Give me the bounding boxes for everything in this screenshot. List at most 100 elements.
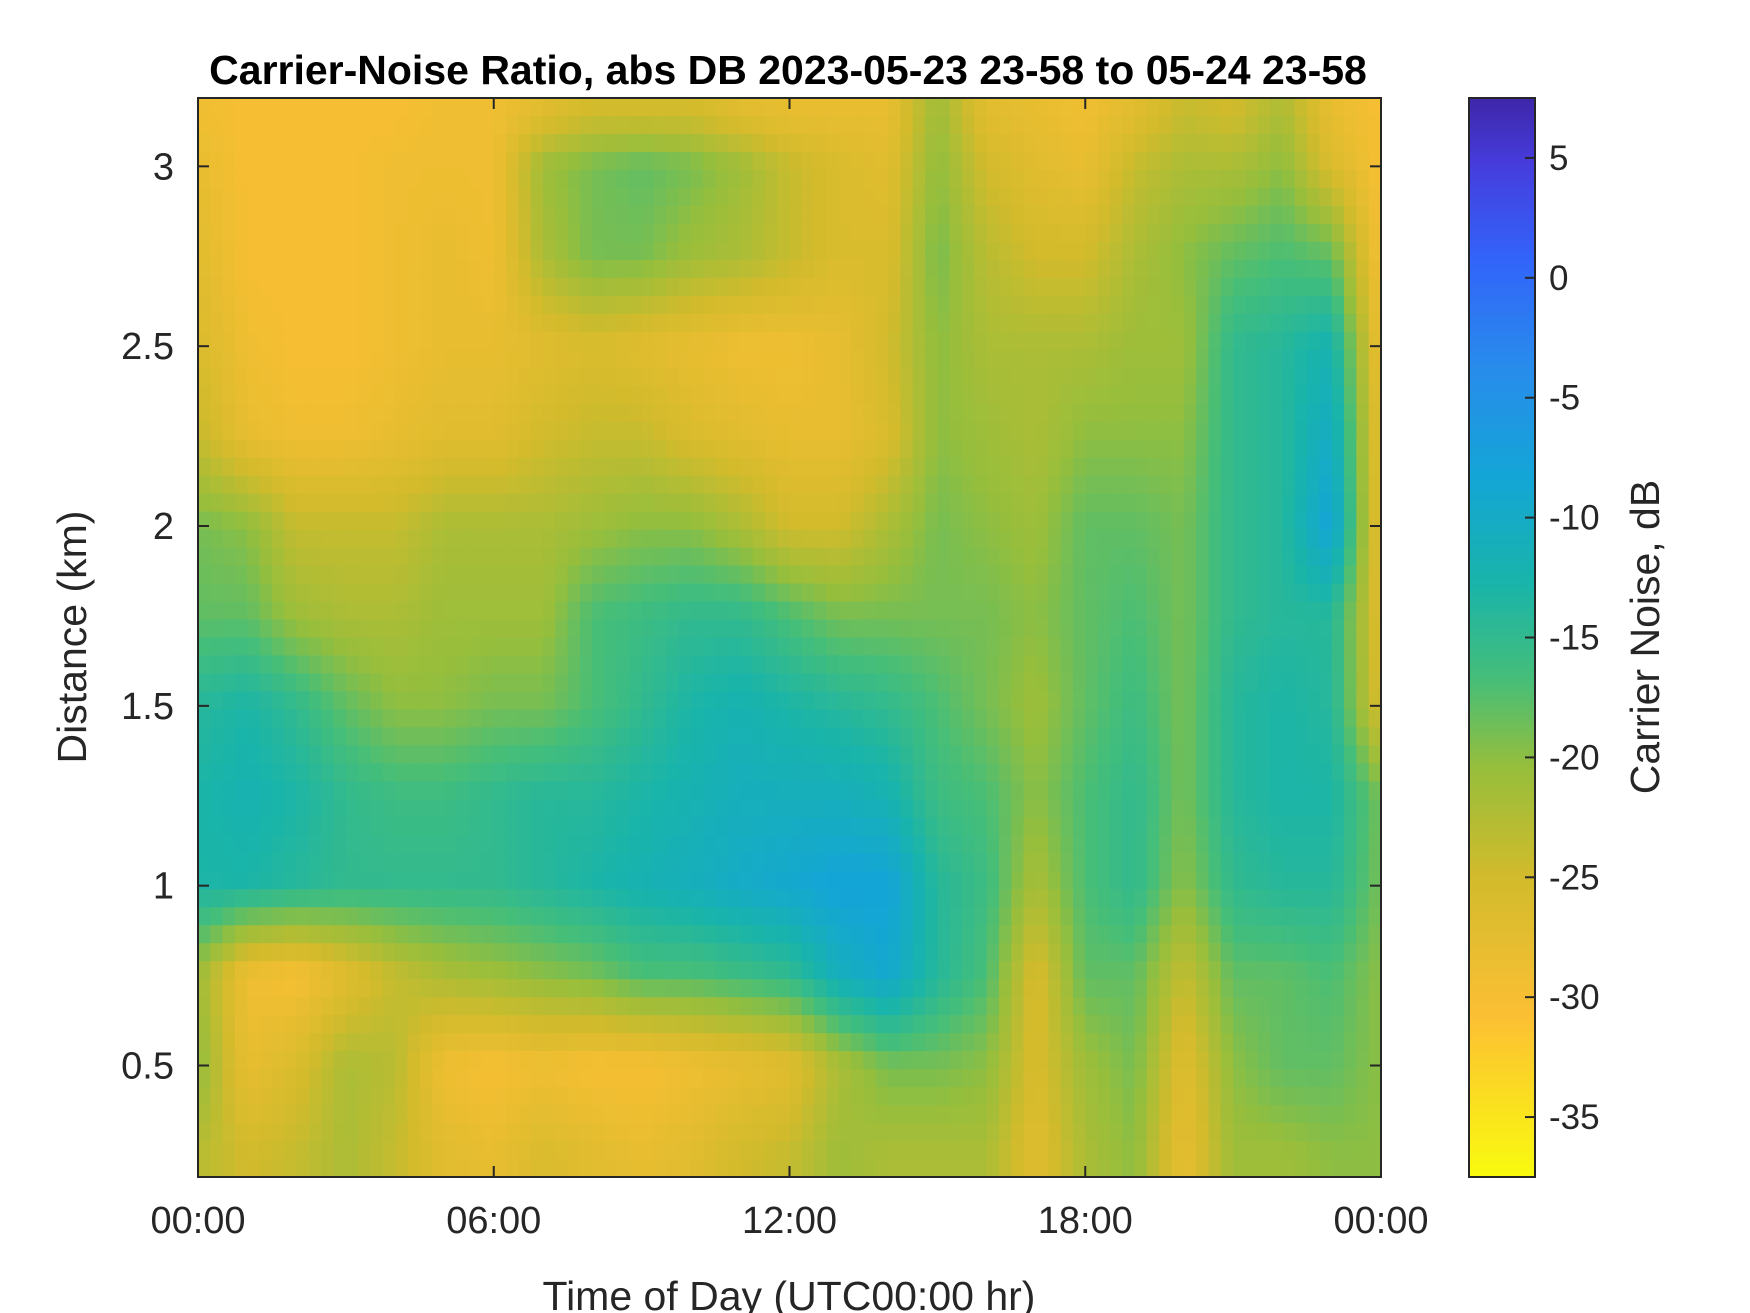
heatmap-cell xyxy=(321,115,335,135)
heatmap-cell xyxy=(580,583,593,603)
heatmap-cell xyxy=(210,601,224,621)
heatmap-cell xyxy=(1011,133,1025,153)
heatmap-cell xyxy=(937,853,951,872)
heatmap-cell xyxy=(1368,601,1382,621)
heatmap-cell xyxy=(1183,619,1197,639)
heatmap-cell xyxy=(419,547,433,567)
heatmap-cell xyxy=(407,781,421,800)
heatmap-cell xyxy=(271,475,285,495)
heatmap-cell xyxy=(1072,979,1086,998)
heatmap-cell xyxy=(296,565,310,585)
heatmap-cell xyxy=(234,223,248,243)
heatmap-cell xyxy=(875,583,889,603)
heatmap-cell xyxy=(1196,277,1210,297)
heatmap-cell xyxy=(567,601,581,621)
heatmap-cell xyxy=(1183,223,1197,243)
heatmap-cell xyxy=(518,691,532,711)
heatmap-cell xyxy=(1171,439,1185,459)
heatmap-cell xyxy=(1245,403,1259,423)
heatmap-cell xyxy=(1233,637,1247,657)
heatmap-cell xyxy=(333,493,347,513)
heatmap-cell xyxy=(419,745,433,764)
heatmap-cell xyxy=(555,457,569,477)
heatmap-cell xyxy=(247,781,261,800)
heatmap-cell xyxy=(1048,457,1062,477)
heatmap-cell xyxy=(555,565,569,585)
heatmap-cell xyxy=(1060,871,1074,890)
heatmap-cell xyxy=(715,637,729,657)
heatmap-cell xyxy=(1048,241,1062,261)
heatmap-cell xyxy=(851,169,865,189)
heatmap-cell xyxy=(1220,133,1234,153)
heatmap-cell xyxy=(444,817,458,836)
heatmap-cell xyxy=(1060,205,1074,225)
heatmap-cell xyxy=(370,547,384,567)
heatmap-cell xyxy=(481,619,495,639)
heatmap-cell xyxy=(974,331,988,351)
heatmap-cell xyxy=(271,673,285,693)
heatmap-cell xyxy=(1344,601,1357,621)
heatmap-cell xyxy=(1134,1015,1148,1034)
heatmap-cell xyxy=(1220,421,1234,441)
heatmap-cell xyxy=(1257,133,1271,153)
heatmap-cell xyxy=(1331,853,1345,872)
heatmap-cell xyxy=(469,313,483,333)
heatmap-cell xyxy=(1368,205,1382,225)
heatmap-cell xyxy=(974,259,988,279)
heatmap-cell xyxy=(629,223,643,243)
heatmap-cell xyxy=(1146,619,1160,639)
heatmap-cell xyxy=(789,439,803,459)
heatmap-cell xyxy=(1344,583,1357,603)
heatmap-cell xyxy=(752,907,766,926)
heatmap-cell xyxy=(1307,187,1320,207)
heatmap-cell xyxy=(875,439,889,459)
heatmap-cell xyxy=(259,907,273,926)
heatmap-cell xyxy=(752,853,766,872)
heatmap-cell xyxy=(1270,583,1284,603)
heatmap-cell xyxy=(1344,889,1357,908)
heatmap-cell xyxy=(1072,889,1086,908)
heatmap-cell xyxy=(432,493,446,513)
heatmap-cell xyxy=(962,943,975,962)
heatmap-cell xyxy=(727,565,741,585)
heatmap-cell xyxy=(530,691,544,711)
heatmap-cell xyxy=(604,295,618,315)
heatmap-cell xyxy=(962,277,975,297)
heatmap-cell xyxy=(1048,601,1062,621)
heatmap-cell xyxy=(210,655,224,675)
heatmap-cell xyxy=(1319,241,1333,261)
heatmap-cell xyxy=(395,727,409,746)
heatmap-cell xyxy=(296,385,310,405)
heatmap-cell xyxy=(271,205,285,225)
heatmap-cell xyxy=(493,259,507,279)
heatmap-cell xyxy=(1220,583,1234,603)
heatmap-cell xyxy=(198,439,211,459)
heatmap-cell xyxy=(1368,709,1382,729)
heatmap-cell xyxy=(555,871,569,890)
heatmap-cell xyxy=(444,367,458,387)
heatmap-cell xyxy=(456,871,470,890)
heatmap-cell xyxy=(1356,655,1370,675)
heatmap-cell xyxy=(1282,907,1296,926)
heatmap-cell xyxy=(481,979,495,998)
heatmap-cell xyxy=(543,619,556,639)
heatmap-cell xyxy=(1122,367,1136,387)
heatmap-cell xyxy=(345,331,359,351)
heatmap-cell xyxy=(863,98,877,117)
heatmap-cell xyxy=(321,763,335,782)
heatmap-cell xyxy=(666,98,680,117)
heatmap-cell xyxy=(1072,961,1086,980)
heatmap-cell xyxy=(1023,835,1037,854)
heatmap-cell xyxy=(567,151,581,171)
heatmap-cell xyxy=(247,349,261,369)
heatmap-cell xyxy=(1183,475,1197,495)
heatmap-cell xyxy=(986,871,1000,890)
heatmap-cell xyxy=(998,745,1012,764)
heatmap-cell xyxy=(1146,313,1160,333)
heatmap-cell xyxy=(801,961,815,980)
heatmap-cell xyxy=(1072,565,1086,585)
heatmap-cell xyxy=(1257,709,1271,729)
heatmap-cell xyxy=(715,781,729,800)
heatmap-cell xyxy=(1245,367,1259,387)
heatmap-cell xyxy=(432,223,446,243)
